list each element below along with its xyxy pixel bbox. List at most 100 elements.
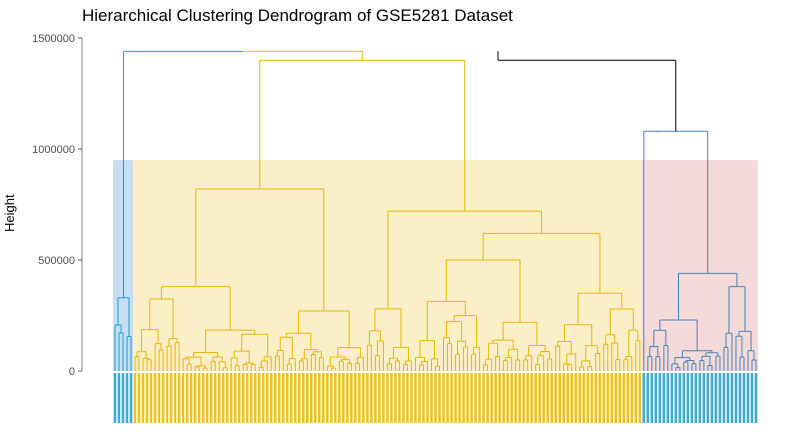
leaf-label	[253, 373, 257, 423]
leaf-label	[177, 373, 181, 423]
y-tick-label: 500000	[38, 255, 75, 267]
leaf-label	[301, 373, 305, 423]
leaf-label	[578, 373, 582, 423]
leaf-label	[145, 373, 149, 423]
leaf-label	[338, 373, 341, 423]
leaf-label	[670, 373, 674, 423]
cluster-rectangles	[113, 160, 758, 371]
leaf-label	[374, 373, 377, 423]
leaf-label	[350, 373, 353, 423]
leaf-label	[698, 373, 702, 423]
leaf-label	[446, 373, 449, 423]
leaf-label	[746, 373, 750, 423]
leaf-labels	[113, 373, 758, 423]
leaf-label	[646, 373, 650, 423]
leaf-label	[678, 373, 682, 423]
leaf-label	[462, 373, 465, 423]
leaf-label	[702, 373, 706, 423]
leaf-label	[682, 373, 686, 423]
leaf-label	[714, 373, 718, 423]
leaf-label	[658, 373, 662, 423]
leaf-label	[458, 373, 461, 423]
leaf-label	[334, 373, 337, 423]
leaf-label	[442, 373, 445, 423]
leaf-label	[598, 373, 602, 423]
leaf-label	[233, 373, 237, 423]
y-tick-label: 1500000	[32, 33, 75, 45]
leaf-label	[173, 373, 177, 423]
leaf-label	[502, 373, 505, 423]
leaf-label	[318, 373, 321, 423]
leaf-label	[229, 373, 233, 423]
leaf-label	[237, 373, 241, 423]
leaf-label	[594, 373, 598, 423]
leaf-label	[205, 373, 209, 423]
leaf-label	[522, 373, 525, 423]
leaf-label	[354, 373, 357, 423]
leaf-label	[402, 373, 405, 423]
leaf-label	[322, 373, 325, 423]
leaf-label	[750, 373, 754, 423]
leaf-label	[706, 373, 710, 423]
leaf-label	[590, 373, 594, 423]
leaf-label	[241, 373, 245, 423]
leaf-label	[169, 373, 173, 423]
leaf-label	[694, 373, 698, 423]
leaf-label	[261, 373, 265, 423]
leaf-label	[121, 373, 125, 423]
leaf-label	[193, 373, 197, 423]
leaf-label	[494, 373, 497, 423]
leaf-label	[221, 373, 225, 423]
leaf-label	[498, 373, 501, 423]
leaf-label	[674, 373, 678, 423]
leaf-label	[430, 373, 433, 423]
leaf-label	[566, 373, 570, 423]
leaf-label	[486, 373, 489, 423]
leaf-label	[165, 373, 169, 423]
leaf-label	[390, 373, 393, 423]
leaf-label	[538, 373, 541, 423]
leaf-label	[306, 373, 309, 423]
leaf-label	[141, 373, 145, 423]
dendrogram-tree	[114, 50, 757, 371]
leaf-label	[470, 373, 473, 423]
leaf-label	[133, 373, 137, 423]
leaf-label	[125, 373, 129, 423]
leaf-label	[185, 373, 189, 423]
leaf-label	[510, 373, 513, 423]
leaf-label	[642, 373, 646, 423]
leaf-label	[466, 373, 469, 423]
leaf-label	[410, 373, 413, 423]
leaf-label	[518, 373, 521, 423]
leaf-label	[326, 373, 329, 423]
leaf-label	[342, 373, 345, 423]
leaf-label	[269, 373, 273, 423]
leaf-label	[293, 373, 297, 423]
leaf-label	[225, 373, 229, 423]
leaf-label	[654, 373, 658, 423]
leaf-label	[662, 373, 666, 423]
leaf-label	[734, 373, 738, 423]
leaf-label	[378, 373, 381, 423]
leaf-label	[686, 373, 690, 423]
leaf-label	[546, 373, 549, 423]
leaf-label	[201, 373, 205, 423]
leaf-label	[434, 373, 437, 423]
leaf-label	[478, 373, 481, 423]
chart-title: Hierarchical Clustering Dendrogram of GS…	[82, 6, 513, 25]
leaf-label	[153, 373, 157, 423]
leaf-label	[281, 373, 285, 423]
leaf-label	[398, 373, 401, 423]
leaf-label	[666, 373, 670, 423]
leaf-label	[586, 373, 590, 423]
cluster-2-rect	[133, 160, 642, 371]
leaf-label	[113, 373, 117, 423]
leaf-label	[690, 373, 694, 423]
leaf-label	[582, 373, 586, 423]
leaf-label	[249, 373, 253, 423]
leaf-label	[314, 373, 317, 423]
leaf-label	[406, 373, 409, 423]
leaf-label	[710, 373, 714, 423]
leaf-label	[217, 373, 221, 423]
